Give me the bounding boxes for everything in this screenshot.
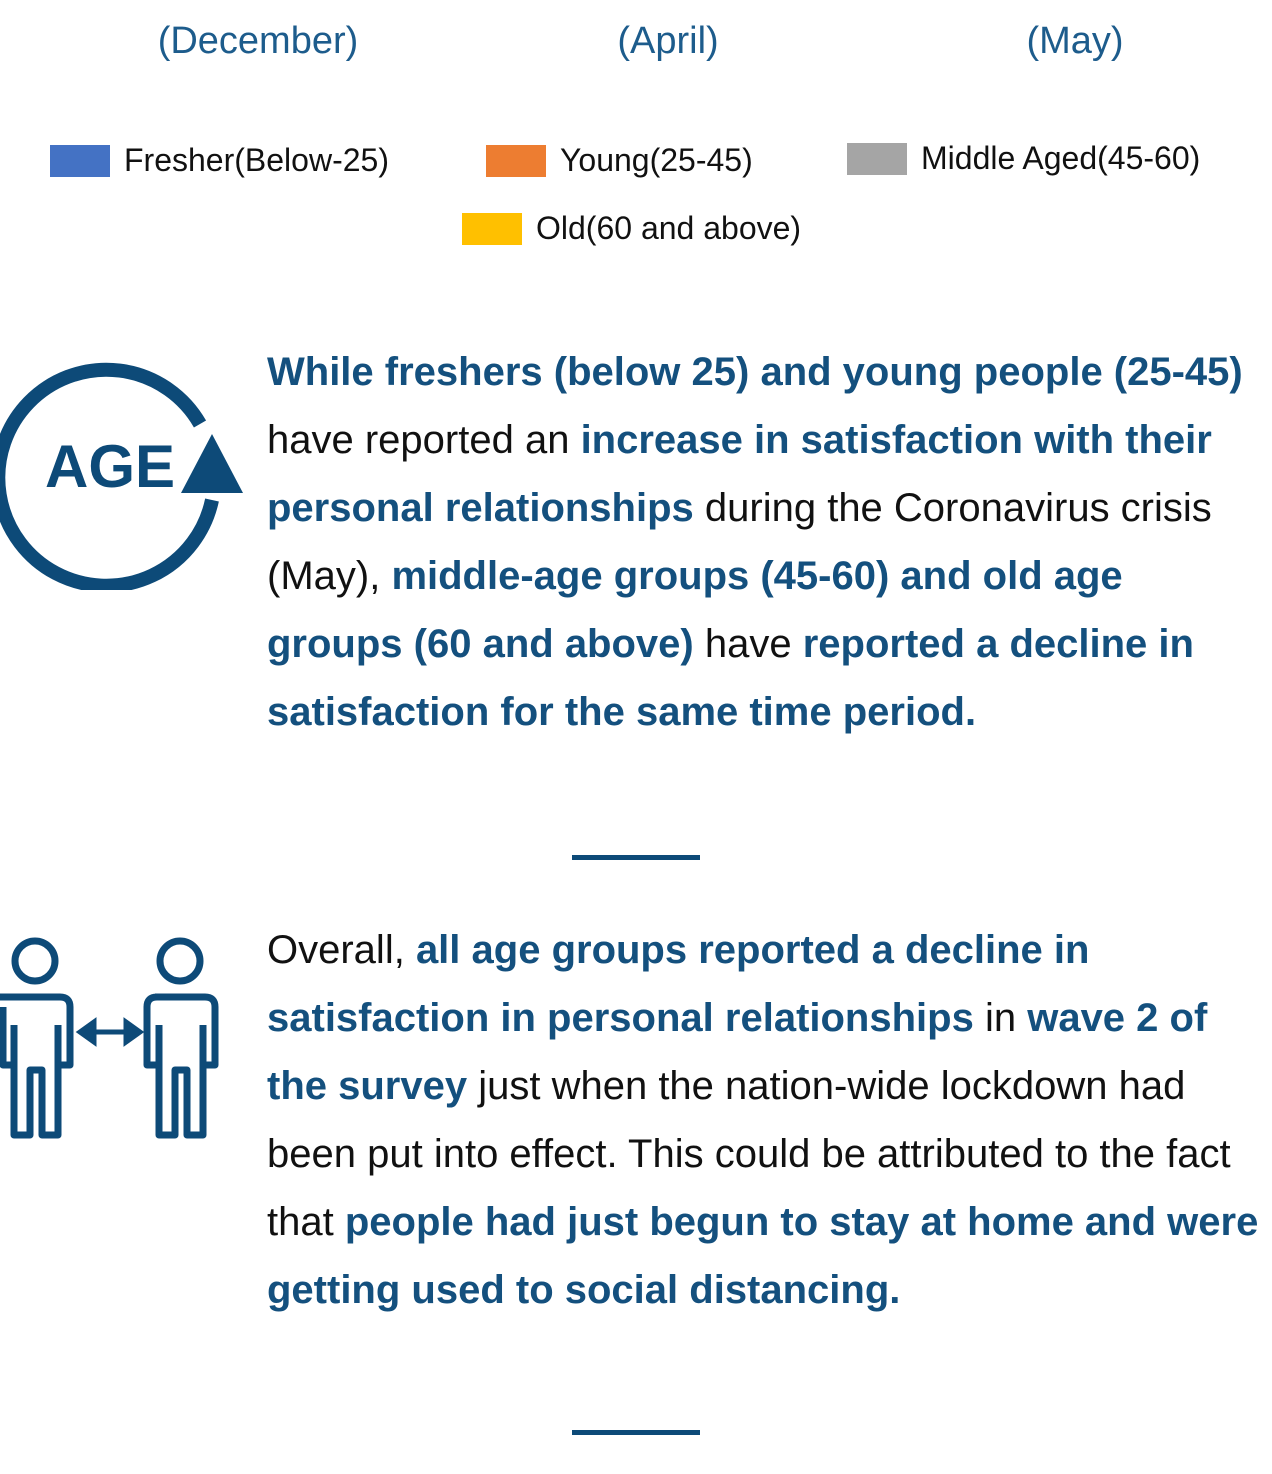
emphasis-text: reported a decline in satisfaction for t… [267,622,1194,734]
emphasis-text: all age groups reported a decline in sat… [267,928,1090,1040]
body-text: during the Coronavirus crisis (May), [267,486,1212,598]
legend-swatch [462,212,522,245]
emphasis-text: While freshers (below 25) and young peop… [267,350,1243,394]
age-icon: AGE [0,362,243,590]
paragraph: While freshers (below 25) and young peop… [267,338,1267,746]
emphasis-text: wave 2 of the survey [267,996,1208,1108]
age-circle-arrow [0,362,219,590]
age-icon-label: AGE [45,433,175,500]
separator [572,1430,700,1435]
legend-swatch [486,144,546,177]
distancing-icon [0,937,219,1139]
double-arrow [75,1017,145,1047]
separator [572,855,700,860]
person-left [0,937,74,1139]
emphasis-text: middle-age groups (45-60) and old age gr… [267,554,1123,666]
body-text: just when the nation-wide lockdown had b… [267,1064,1231,1244]
legend-item: Middle Aged(45-60) [847,140,1200,177]
paragraph: Overall, all age groups reported a decli… [267,916,1267,1324]
person-right [143,937,219,1139]
legend-label: Fresher(Below-25) [124,142,389,178]
body-text: in [973,996,1028,1040]
body-text: Overall, [267,928,416,972]
age-arrowhead [181,434,243,493]
emphasis-text: people had just begun to stay at home an… [267,1200,1259,1312]
legend-label: Old(60 and above) [536,210,802,246]
emphasis-text: increase in satisfaction with their pers… [267,418,1212,530]
legend-item: Young(25-45) [486,142,753,179]
column-label: (May) [1026,20,1124,62]
legend-item: Old(60 and above) [462,210,801,247]
legend-swatch [50,144,110,177]
body-text: have reported an [267,418,581,462]
column-label: (April) [617,20,719,62]
body-text: have [693,622,803,666]
legend-item: Fresher(Below-25) [50,142,389,179]
legend-label: Young(25-45) [560,142,753,178]
legend-label: Middle Aged(45-60) [921,140,1201,176]
legend-swatch [847,142,907,175]
column-label: (December) [157,20,359,62]
